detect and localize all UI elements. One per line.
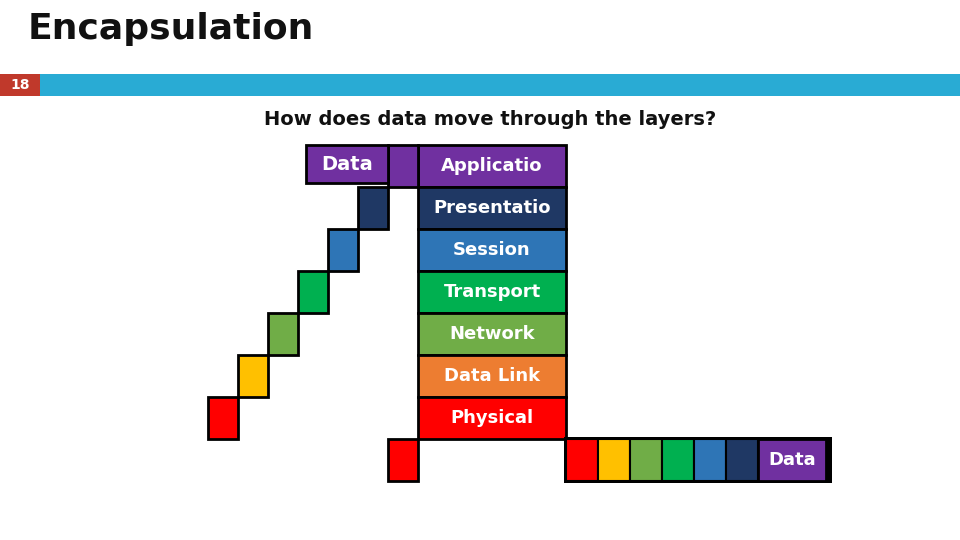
Bar	[598, 439, 630, 481]
Bar	[726, 439, 758, 481]
Text: Applicatio: Applicatio	[442, 157, 542, 175]
Bar	[418, 397, 566, 439]
Bar	[630, 439, 662, 481]
Text: Data Link: Data Link	[444, 367, 540, 385]
Bar	[0, 74, 40, 96]
Bar	[0, 74, 960, 96]
Bar	[418, 313, 566, 355]
Bar	[662, 439, 694, 481]
Bar	[268, 313, 298, 355]
Text: Data: Data	[768, 451, 816, 469]
Text: Presentatio: Presentatio	[433, 199, 551, 217]
Bar	[298, 271, 328, 313]
Bar	[566, 439, 598, 481]
Bar	[564, 437, 832, 483]
Bar	[418, 355, 566, 397]
Bar	[238, 355, 268, 397]
Bar	[306, 145, 388, 183]
Bar	[388, 145, 418, 187]
Text: Encapsulation: Encapsulation	[28, 12, 314, 46]
Text: 18: 18	[11, 78, 30, 92]
Bar	[758, 439, 826, 481]
Text: Session: Session	[453, 241, 531, 259]
Bar	[358, 187, 388, 229]
Bar	[418, 271, 566, 313]
Bar	[694, 439, 726, 481]
Text: Data: Data	[322, 154, 372, 173]
Bar	[418, 187, 566, 229]
Bar	[208, 397, 238, 439]
Bar	[418, 145, 566, 187]
Text: Network: Network	[449, 325, 535, 343]
Text: Transport: Transport	[444, 283, 540, 301]
Text: Physical: Physical	[450, 409, 534, 427]
Text: How does data move through the layers?: How does data move through the layers?	[264, 110, 716, 129]
Bar	[388, 439, 418, 481]
Bar	[328, 229, 358, 271]
Bar	[418, 229, 566, 271]
